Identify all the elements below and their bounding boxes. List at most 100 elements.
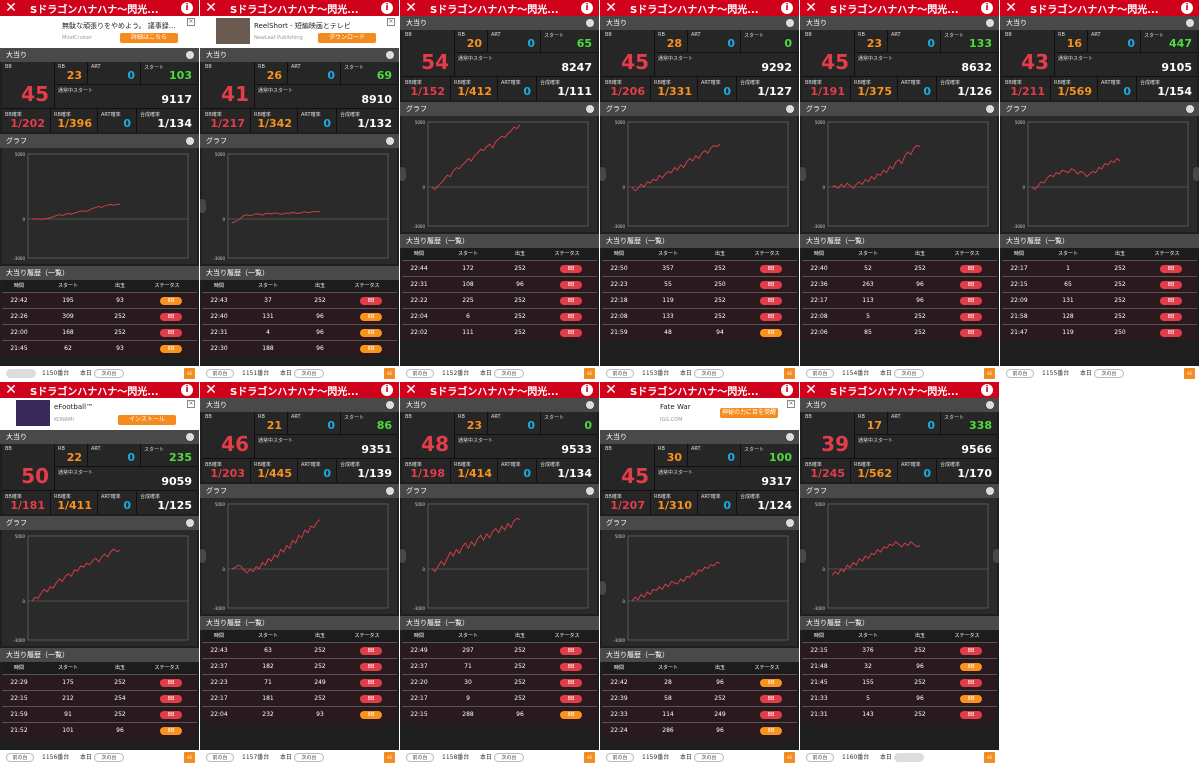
- history-row[interactable]: 22:08 133 252 BB: [602, 308, 797, 324]
- history-row[interactable]: 22:20 30 252 BB: [402, 674, 597, 690]
- graph-prev-arrow[interactable]: [200, 549, 206, 563]
- history-row[interactable]: 21:45 62 93 RB: [2, 340, 197, 356]
- next-machine-button[interactable]: 次の台: [294, 369, 324, 378]
- section-toggle-icon[interactable]: [786, 105, 794, 113]
- section-toggle-icon[interactable]: [986, 19, 994, 27]
- section-toggle-icon[interactable]: [386, 487, 394, 495]
- history-row[interactable]: 22:49 297 252 BB: [402, 642, 597, 658]
- close-icon[interactable]: ✕: [405, 0, 417, 16]
- ad-banner[interactable]: Fate War IGG.COM 神秘の力に目を覚醒 ×: [600, 398, 799, 430]
- close-icon[interactable]: ✕: [805, 382, 817, 398]
- history-row[interactable]: 22:31 108 96 BB: [402, 276, 597, 292]
- history-row[interactable]: 22:23 55 250 BB: [602, 276, 797, 292]
- history-row[interactable]: 22:15 65 252 BB: [1002, 276, 1197, 292]
- info-icon[interactable]: i: [781, 384, 793, 396]
- history-row[interactable]: 21:31 143 252 BB: [802, 706, 997, 722]
- ad-cta-button[interactable]: ダウンロード: [318, 33, 376, 43]
- ad-banner[interactable]: ReelShort - 短編映画とテレビ NewLeaf Publishing ダウ…: [200, 16, 399, 48]
- history-row[interactable]: 22:37 71 252 BB: [402, 658, 597, 674]
- history-row[interactable]: 22:40 131 96 RB: [202, 308, 397, 324]
- section-toggle-icon[interactable]: [186, 51, 194, 59]
- history-row[interactable]: 22:17 9 252 BB: [402, 690, 597, 706]
- history-row[interactable]: 22:04 6 252 BB: [402, 308, 597, 324]
- history-row[interactable]: 21:58 128 252 BB: [1002, 308, 1197, 324]
- history-row[interactable]: 21:59 91 252 BB: [2, 706, 197, 722]
- history-row[interactable]: 22:17 181 252 BB: [202, 690, 397, 706]
- section-toggle-icon[interactable]: [386, 401, 394, 409]
- ad-banner[interactable]: 無駄な頑張りをやめよう。 議事録… MindCruiser 詳細はこちら ×: [0, 16, 199, 48]
- app-icon[interactable]: 46: [584, 368, 595, 379]
- graph-prev-arrow[interactable]: [600, 167, 606, 181]
- history-row[interactable]: 22:26 309 252 BB: [2, 308, 197, 324]
- section-toggle-icon[interactable]: [386, 137, 394, 145]
- history-row[interactable]: 22:37 182 252 BB: [202, 658, 397, 674]
- section-toggle-icon[interactable]: [186, 137, 194, 145]
- history-row[interactable]: 22:24 286 96 RB: [602, 722, 797, 738]
- history-row[interactable]: 22:33 114 249 BB: [602, 706, 797, 722]
- history-row[interactable]: 22:02 111 252 BB: [402, 324, 597, 340]
- prev-machine-button[interactable]: 前の台: [6, 753, 34, 762]
- graph-next-arrow[interactable]: [993, 549, 999, 563]
- next-machine-button[interactable]: 次の台: [1094, 369, 1124, 378]
- prev-machine-button[interactable]: 前の台: [206, 369, 234, 378]
- section-toggle-icon[interactable]: [786, 519, 794, 527]
- info-icon[interactable]: i: [781, 2, 793, 14]
- app-icon[interactable]: 46: [184, 368, 195, 379]
- history-row[interactable]: 22:06 85 252 BB: [802, 324, 997, 340]
- app-icon[interactable]: 46: [984, 752, 995, 763]
- prev-machine-button[interactable]: 前の台: [606, 753, 634, 762]
- history-row[interactable]: 22:39 58 252 BB: [602, 690, 797, 706]
- next-machine-button[interactable]: 次の台: [694, 369, 724, 378]
- graph-prev-arrow[interactable]: [800, 549, 806, 563]
- history-row[interactable]: 22:18 119 252 BB: [602, 292, 797, 308]
- close-icon[interactable]: ✕: [405, 382, 417, 398]
- close-icon[interactable]: ✕: [1005, 0, 1017, 16]
- prev-machine-button[interactable]: 前の台: [606, 369, 634, 378]
- history-row[interactable]: 22:23 71 249 BB: [202, 674, 397, 690]
- history-row[interactable]: 22:29 175 252 BB: [2, 674, 197, 690]
- ad-cta-button[interactable]: インストール: [118, 415, 176, 425]
- close-icon[interactable]: ✕: [605, 0, 617, 16]
- prev-machine-button[interactable]: 前の台: [206, 753, 234, 762]
- graph-prev-arrow[interactable]: [200, 199, 206, 213]
- info-icon[interactable]: i: [181, 384, 193, 396]
- next-machine-button[interactable]: 次の台: [694, 753, 724, 762]
- history-row[interactable]: 21:59 48 94 RB: [602, 324, 797, 340]
- history-row[interactable]: 22:40 52 252 BB: [802, 260, 997, 276]
- prev-machine-button[interactable]: 前の台: [406, 753, 434, 762]
- history-row[interactable]: 22:31 4 96 RB: [202, 324, 397, 340]
- history-row[interactable]: 22:22 225 252 BB: [402, 292, 597, 308]
- ad-close-icon[interactable]: ×: [387, 18, 395, 26]
- section-toggle-icon[interactable]: [986, 487, 994, 495]
- history-row[interactable]: 21:45 155 252 BB: [802, 674, 997, 690]
- info-icon[interactable]: i: [381, 2, 393, 14]
- info-icon[interactable]: i: [981, 2, 993, 14]
- graph-next-arrow[interactable]: [1193, 167, 1199, 181]
- ad-cta-button[interactable]: 詳細はこちら: [120, 33, 178, 43]
- close-icon[interactable]: ✕: [805, 0, 817, 16]
- history-row[interactable]: 22:15 376 252 BB: [802, 642, 997, 658]
- next-machine-button[interactable]: 次の台: [494, 369, 524, 378]
- history-row[interactable]: 22:00 168 252 BB: [2, 324, 197, 340]
- section-toggle-icon[interactable]: [986, 401, 994, 409]
- close-icon[interactable]: ✕: [5, 382, 17, 398]
- history-row[interactable]: 22:15 288 96 RB: [402, 706, 597, 722]
- next-machine-button[interactable]: 次の台: [94, 369, 124, 378]
- section-toggle-icon[interactable]: [786, 19, 794, 27]
- app-icon[interactable]: 46: [784, 752, 795, 763]
- section-toggle-icon[interactable]: [586, 401, 594, 409]
- history-row[interactable]: 21:52 101 96 RB: [2, 722, 197, 738]
- history-row[interactable]: 21:33 5 96 RB: [802, 690, 997, 706]
- next-machine-button[interactable]: 次の台: [294, 753, 324, 762]
- app-icon[interactable]: 46: [1184, 368, 1195, 379]
- section-toggle-icon[interactable]: [586, 105, 594, 113]
- next-machine-button[interactable]: 次の台: [94, 753, 124, 762]
- app-icon[interactable]: 46: [384, 752, 395, 763]
- history-row[interactable]: 22:50 357 252 BB: [602, 260, 797, 276]
- section-toggle-icon[interactable]: [386, 51, 394, 59]
- history-row[interactable]: 22:36 263 96 BB: [802, 276, 997, 292]
- close-icon[interactable]: ✕: [605, 382, 617, 398]
- prev-machine-button[interactable]: 前の台: [806, 753, 834, 762]
- history-row[interactable]: 21:48 32 96 RB: [802, 658, 997, 674]
- ad-banner[interactable]: eFootball™ KONAMI インストール ×: [0, 398, 199, 430]
